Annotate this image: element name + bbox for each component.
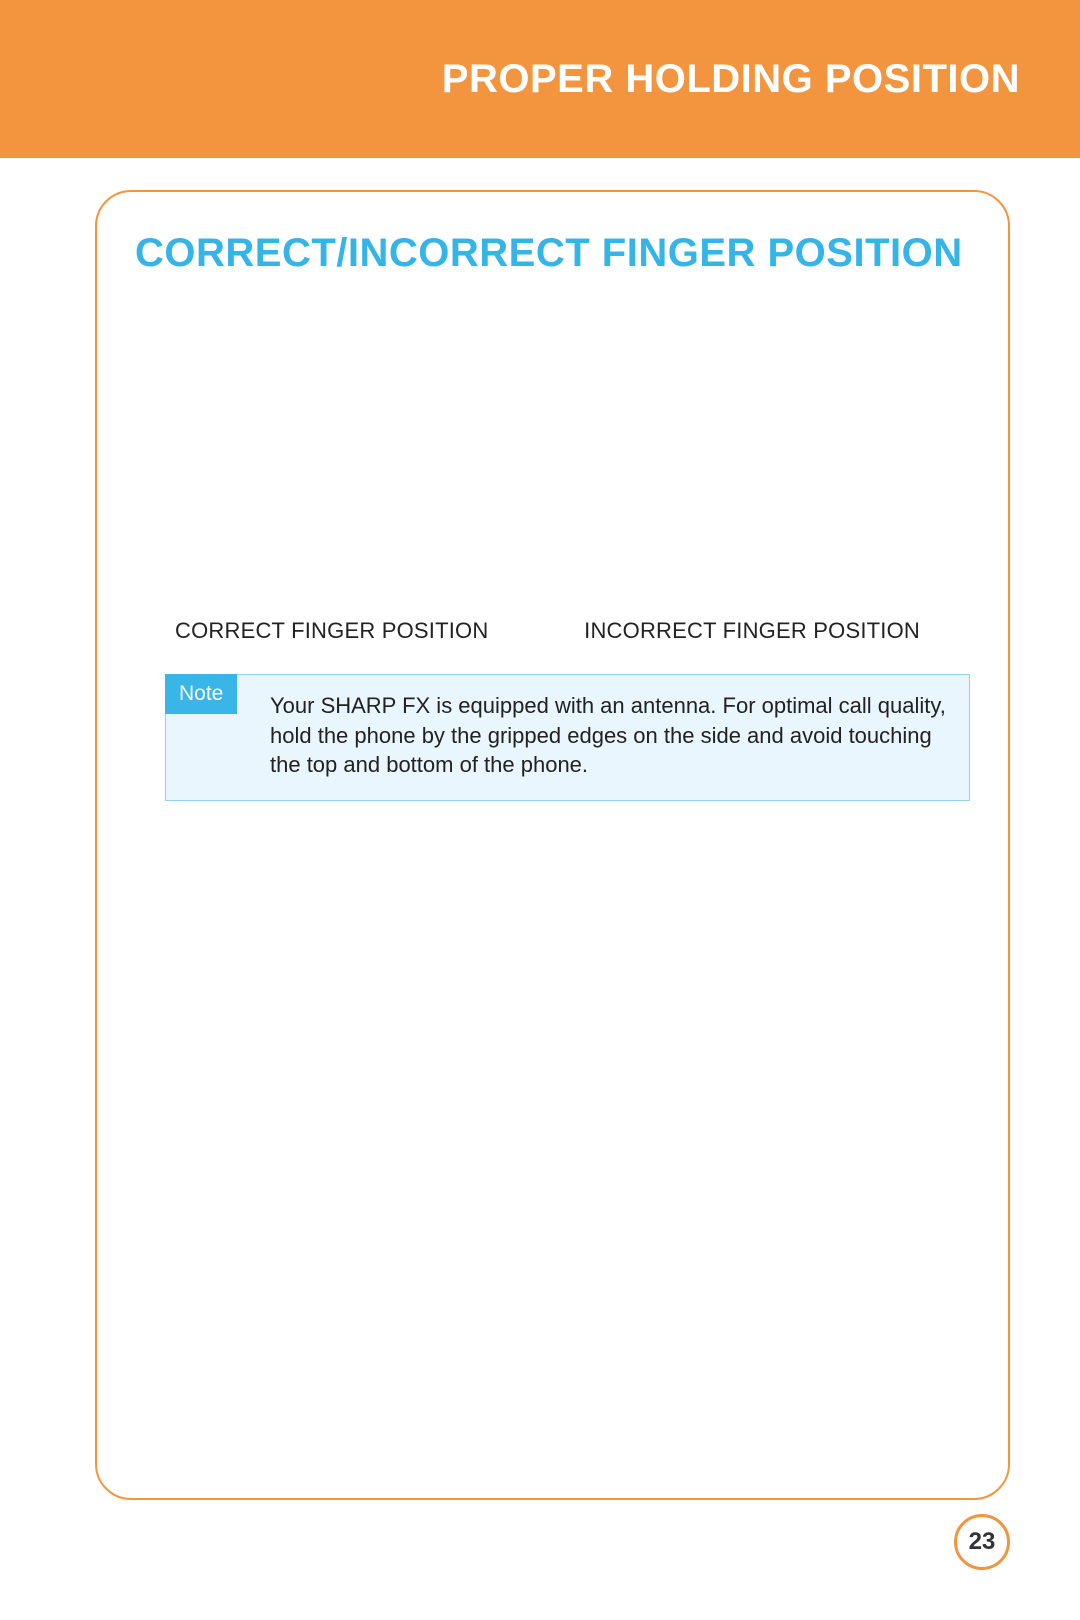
note-box: Note Your SHARP FX is equipped with an a… xyxy=(165,674,970,801)
section-title: CORRECT/INCORRECT FINGER POSITION xyxy=(135,228,970,278)
caption-incorrect: INCORRECT FINGER POSITION xyxy=(584,618,920,644)
note-text: Your SHARP FX is equipped with an antenn… xyxy=(270,691,947,780)
captions-row: CORRECT FINGER POSITION INCORRECT FINGER… xyxy=(135,618,970,644)
page-title: PROPER HOLDING POSITION xyxy=(442,57,1020,102)
content-panel: CORRECT/INCORRECT FINGER POSITION CORREC… xyxy=(95,190,1010,1500)
page-number: 23 xyxy=(954,1514,1010,1570)
note-badge: Note xyxy=(165,674,237,714)
header-band: PROPER HOLDING POSITION xyxy=(0,0,1080,158)
caption-correct: CORRECT FINGER POSITION xyxy=(175,618,488,644)
